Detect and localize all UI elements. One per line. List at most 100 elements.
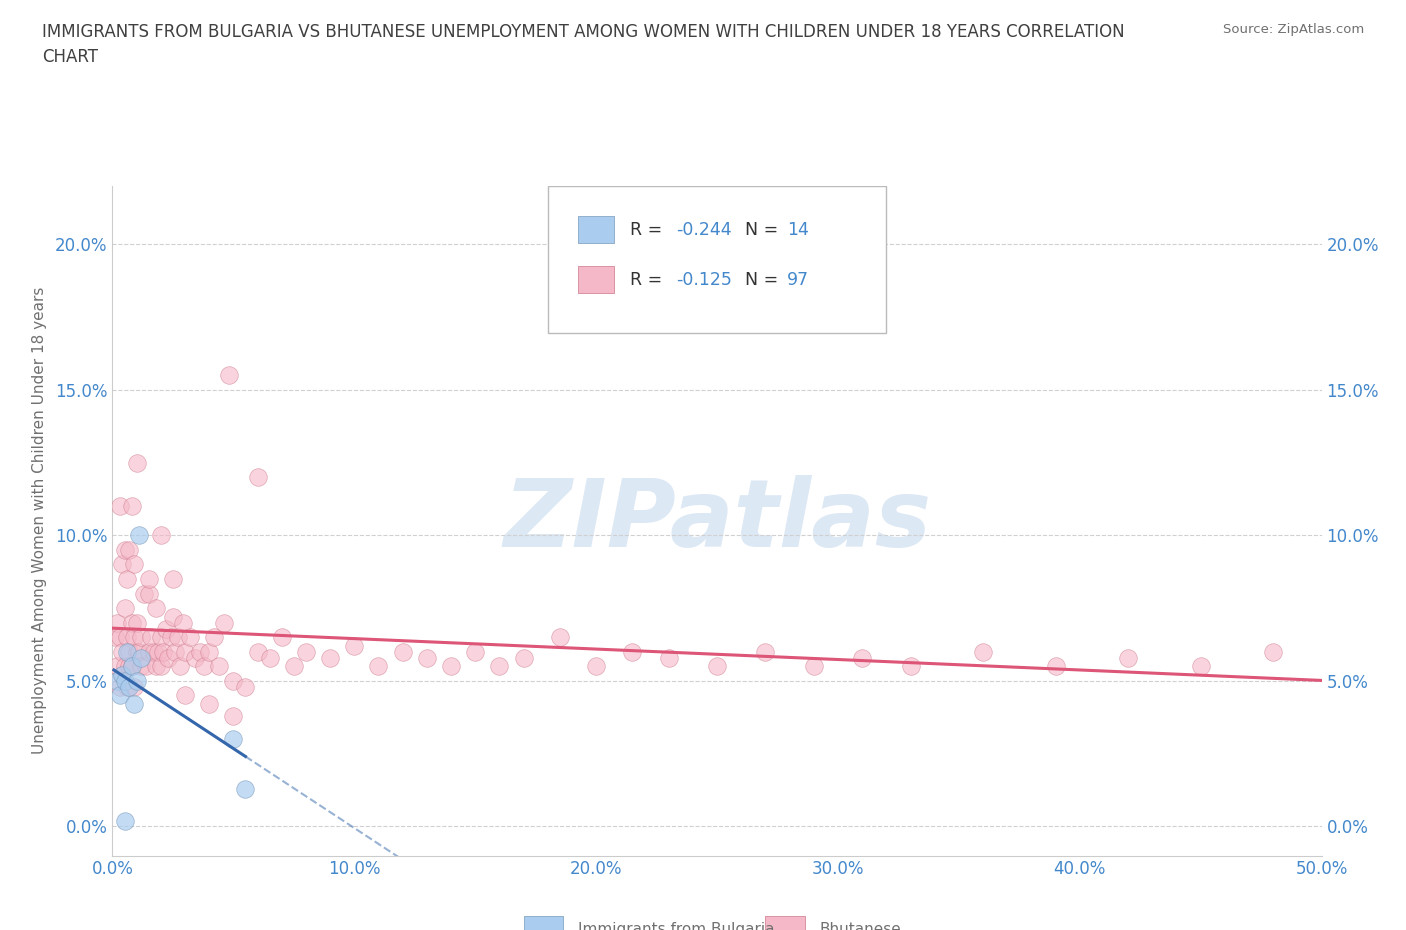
Point xyxy=(183,650,205,665)
Point xyxy=(105,659,128,674)
Point xyxy=(111,644,134,659)
Point xyxy=(222,732,245,747)
Point xyxy=(149,659,172,674)
Text: ZIPatlas: ZIPatlas xyxy=(503,475,931,566)
Point xyxy=(114,813,136,828)
Point xyxy=(169,659,191,674)
Point xyxy=(152,644,174,659)
Point xyxy=(803,659,825,674)
Point xyxy=(145,601,167,616)
Point xyxy=(141,630,163,644)
FancyBboxPatch shape xyxy=(523,916,564,930)
Point xyxy=(108,679,131,694)
Point xyxy=(122,630,145,644)
Point xyxy=(125,644,148,659)
Text: -0.244: -0.244 xyxy=(676,220,731,238)
FancyBboxPatch shape xyxy=(765,916,806,930)
Point xyxy=(122,557,145,572)
FancyBboxPatch shape xyxy=(578,216,614,243)
Text: -0.125: -0.125 xyxy=(676,271,733,288)
Point xyxy=(114,601,136,616)
Point xyxy=(148,644,170,659)
Point xyxy=(212,616,235,631)
Text: R =: R = xyxy=(630,220,668,238)
Point xyxy=(585,659,607,674)
Point xyxy=(125,616,148,631)
Point xyxy=(218,367,240,382)
Text: R =: R = xyxy=(630,271,668,288)
Point xyxy=(121,659,143,674)
Point xyxy=(172,616,194,631)
Point xyxy=(138,572,160,587)
Point xyxy=(174,644,197,659)
Point xyxy=(135,659,157,674)
Point xyxy=(121,659,143,674)
Point xyxy=(367,659,389,674)
Point xyxy=(283,659,305,674)
Point xyxy=(165,644,187,659)
Point xyxy=(159,630,181,644)
Point xyxy=(440,659,463,674)
FancyBboxPatch shape xyxy=(578,266,614,293)
Point xyxy=(222,709,245,724)
Point xyxy=(131,659,153,674)
Point xyxy=(138,644,160,659)
Point xyxy=(1116,650,1139,665)
Point xyxy=(115,679,138,694)
Point xyxy=(416,650,439,665)
Point xyxy=(900,659,922,674)
Point xyxy=(111,668,134,683)
Point xyxy=(138,586,160,601)
Y-axis label: Unemployment Among Women with Children Under 18 years: Unemployment Among Women with Children U… xyxy=(32,287,46,754)
Point xyxy=(105,673,128,688)
Point xyxy=(122,679,145,694)
FancyBboxPatch shape xyxy=(548,186,886,333)
Point xyxy=(162,572,184,587)
Point xyxy=(118,542,141,557)
Text: Bhutanese: Bhutanese xyxy=(820,922,901,930)
Point xyxy=(149,630,172,644)
Point xyxy=(162,609,184,624)
Text: N =: N = xyxy=(745,220,783,238)
Point xyxy=(128,644,150,659)
Point xyxy=(193,659,215,674)
Point xyxy=(108,630,131,644)
Point xyxy=(114,542,136,557)
Point xyxy=(319,650,342,665)
Point xyxy=(131,650,153,665)
Text: 14: 14 xyxy=(787,220,808,238)
Point xyxy=(104,630,127,644)
Point xyxy=(222,673,245,688)
Point xyxy=(488,659,510,674)
Point xyxy=(105,616,128,631)
Point xyxy=(208,659,231,674)
Point xyxy=(108,498,131,513)
Text: CHART: CHART xyxy=(42,48,98,66)
Point xyxy=(132,586,155,601)
Point xyxy=(198,697,221,711)
Point xyxy=(149,528,172,543)
Point xyxy=(108,688,131,703)
Point xyxy=(235,781,257,796)
Point xyxy=(118,659,141,674)
Point xyxy=(142,644,165,659)
Point xyxy=(202,630,225,644)
Point xyxy=(464,644,486,659)
Point xyxy=(246,644,269,659)
Point xyxy=(115,572,138,587)
Point xyxy=(111,557,134,572)
Point xyxy=(115,644,138,659)
Point xyxy=(118,644,141,659)
Point xyxy=(548,630,571,644)
Point xyxy=(246,470,269,485)
Point xyxy=(259,650,281,665)
Point xyxy=(111,668,134,683)
Point xyxy=(235,679,257,694)
Point xyxy=(270,630,292,644)
Point xyxy=(198,644,221,659)
Point xyxy=(155,621,177,636)
Point xyxy=(125,673,148,688)
Point xyxy=(114,659,136,674)
Point xyxy=(114,673,136,688)
Point xyxy=(121,498,143,513)
